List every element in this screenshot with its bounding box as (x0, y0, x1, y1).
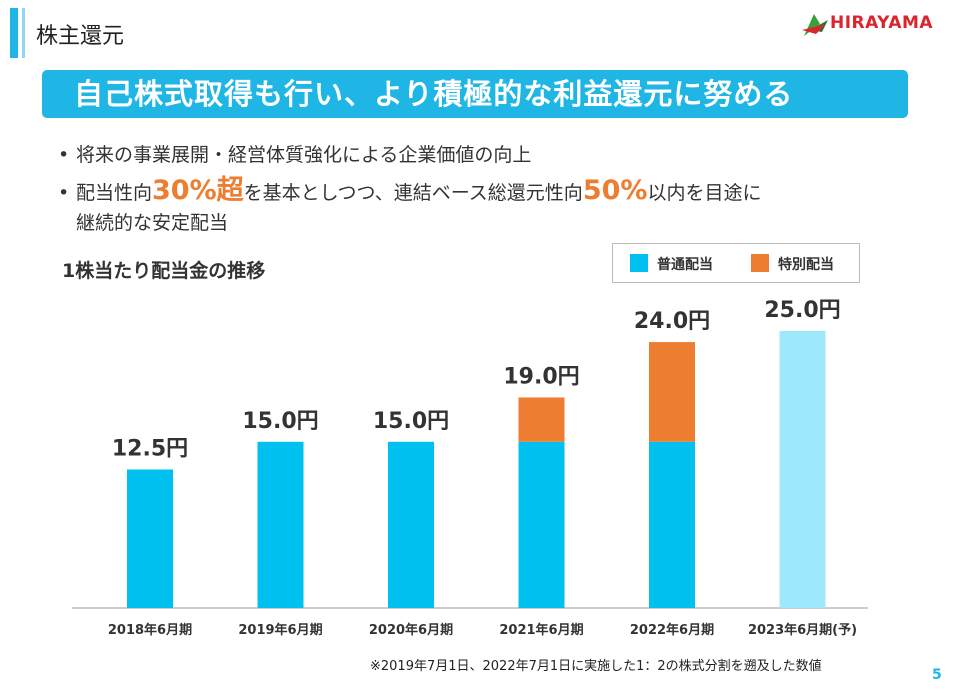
company-logo: HIRAYAMA (800, 10, 934, 40)
highlight-total-return: 50% (582, 175, 648, 206)
data-label-1: 12.5円 (112, 437, 188, 462)
chart-title: 1株当たり配当金の推移 (62, 260, 266, 282)
data-label-3: 15.0円 (373, 409, 449, 434)
x-tick-label-6: 2023年6月期(予) (748, 622, 857, 638)
bullet-text-post: 以内を目途に (647, 182, 762, 204)
bar-special-5 (649, 342, 695, 442)
bar-regular-6 (779, 331, 826, 608)
page-title: 株主還元 (36, 24, 125, 49)
logo-mark-icon (802, 14, 828, 36)
footnote: ※2019年7月1日、2022年7月1日に実施した1：2の株式分割を遡及した数値 (370, 659, 822, 674)
x-tick-label-4: 2021年6月期 (499, 622, 583, 638)
bar-regular-3 (388, 441, 434, 608)
bar-regular-5 (649, 441, 695, 608)
highlight-payout-ratio: 30%超 (152, 175, 244, 206)
legend-swatch-special (751, 254, 769, 272)
bar-regular-2 (257, 441, 304, 608)
header-accent-bar (10, 8, 18, 58)
x-tick-label-5: 2022年6月期 (630, 622, 714, 638)
data-label-6: 25.0円 (764, 298, 840, 323)
bullet-text: 将来の事業展開・経営体質強化による企業価値の向上 (76, 144, 532, 166)
data-label-2: 15.0円 (242, 409, 318, 434)
bar-regular-1 (127, 469, 173, 608)
x-tick-label-3: 2020年6月期 (369, 622, 453, 638)
legend-label-regular: 普通配当 (657, 257, 713, 273)
logo-text: HIRAYAMA (830, 13, 934, 33)
x-tick-label-1: 2018年6月期 (108, 622, 192, 638)
bar-special-4 (518, 397, 565, 442)
legend-swatch-regular (630, 254, 648, 272)
bullet-dot: • (58, 144, 70, 166)
data-label-5: 24.0円 (634, 309, 710, 334)
bullet-item-1: • 将来の事業展開・経営体質強化による企業価値の向上 (58, 140, 531, 167)
bullet-text-pre: 配当性向 (76, 182, 153, 204)
bullet-item-2: • 配当性向30%超を基本としつつ、連結ベース総還元性向50%以内を目途に (58, 176, 761, 208)
data-label-4: 19.0円 (503, 364, 579, 389)
header-accent-bar-light (22, 8, 25, 58)
legend-label-special: 特別配当 (778, 257, 834, 273)
x-tick-label-2: 2019年6月期 (238, 622, 322, 638)
bar-regular-4 (518, 441, 565, 608)
headline-banner: 自己株式取得も行い、より積極的な利益還元に努める (42, 70, 908, 118)
page-number: 5 (932, 667, 942, 683)
bullet-dot: • (58, 182, 70, 204)
chart-legend: 普通配当 特別配当 (612, 243, 860, 283)
bullet-item-2-continued: 継続的な安定配当 (76, 212, 229, 234)
bullet-text-mid: を基本としつつ、連結ベース総還元性向 (243, 182, 583, 204)
